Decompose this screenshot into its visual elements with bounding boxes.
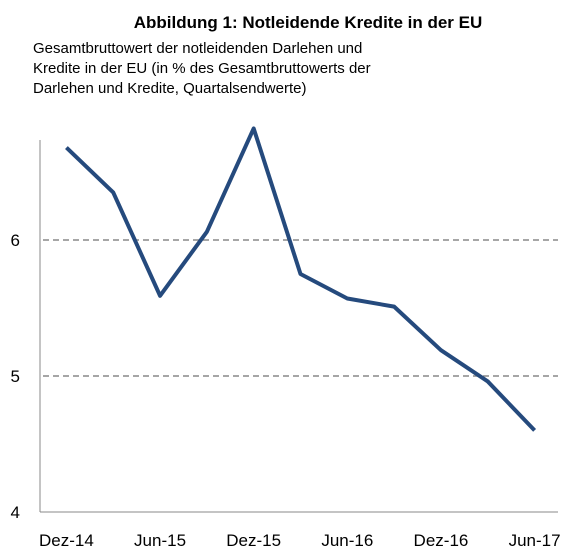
y-tick-label: 5 [11,367,20,386]
x-tick-label: Jun-17 [509,531,561,550]
x-tick-label: Dez-14 [39,531,94,550]
y-tick-label: 4 [11,503,20,522]
chart-title: Abbildung 1: Notleidende Kredite in der … [134,13,483,32]
x-tick-label: Jun-16 [321,531,373,550]
x-tick-label: Dez-15 [226,531,281,550]
data-line [65,126,537,432]
subtitle: Darlehen und Kredite, Quartalsendwerte) [33,80,307,97]
subtitle: Gesamtbruttowert der notleidenden Darleh… [33,40,362,57]
subtitle: Kredite in der EU (in % des Gesamtbrutto… [33,60,371,77]
y-tick-label: 6 [11,231,20,250]
x-tick-label: Jun-15 [134,531,186,550]
x-tick-label: Dez-16 [414,531,469,550]
